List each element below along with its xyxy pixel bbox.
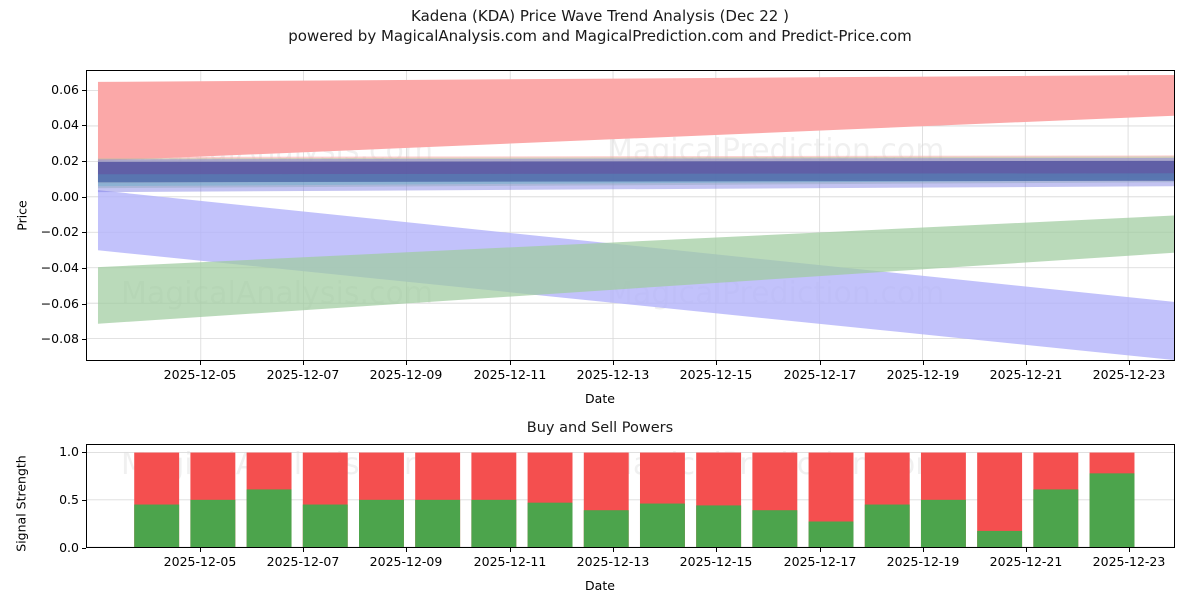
ytick-power-2: 1.0 <box>59 443 79 459</box>
upper-resistance-band <box>97 74 1174 161</box>
xtick-price-7: 2025-12-19 <box>886 367 960 382</box>
price-wave-bands-svg <box>87 71 1174 360</box>
bar-buy <box>1089 473 1135 547</box>
bar-buy <box>864 504 910 547</box>
bar-buy <box>1033 489 1079 547</box>
xtick-power-9: 2025-12-23 <box>1092 554 1166 569</box>
xtick-mark <box>200 361 201 365</box>
ytick-power-0: 0.0 <box>59 539 79 555</box>
ytick-mark <box>82 160 86 162</box>
xtick-power-3: 2025-12-11 <box>473 554 547 569</box>
xtick-mark <box>923 548 924 552</box>
xtick-power-2: 2025-12-09 <box>369 554 443 569</box>
xtick-power-6: 2025-12-17 <box>783 554 857 569</box>
xtick-mark <box>923 361 924 365</box>
xtick-price-4: 2025-12-13 <box>576 367 650 382</box>
xtick-price-8: 2025-12-21 <box>989 367 1063 382</box>
ytick-price-6: −0.06 <box>40 295 79 311</box>
bar-buy <box>639 503 685 547</box>
xtick-mark <box>613 361 614 365</box>
bar-buy <box>920 499 966 547</box>
xtick-mark <box>200 548 201 552</box>
xtick-mark <box>303 361 304 365</box>
bar-buy <box>808 521 854 547</box>
bar-buy <box>471 499 517 547</box>
ytick-price-0: 0.06 <box>51 81 79 97</box>
ytick-power-1: 0.5 <box>59 491 79 507</box>
xtick-price-0: 2025-12-05 <box>163 367 237 382</box>
bar-buy <box>134 504 180 547</box>
xtick-mark <box>406 548 407 552</box>
xtick-power-7: 2025-12-19 <box>886 554 960 569</box>
xtick-mark <box>1129 361 1130 365</box>
figure-subtitle: powered by MagicalAnalysis.com and Magic… <box>288 27 912 45</box>
xtick-mark <box>716 548 717 552</box>
bar-buy <box>415 499 461 547</box>
buy-sell-bars-svg <box>87 452 1174 547</box>
xtick-price-9: 2025-12-23 <box>1092 367 1166 382</box>
bar-buy <box>752 510 798 547</box>
xtick-mark <box>1026 361 1027 365</box>
power-x-axis-label: Date <box>585 578 615 593</box>
ytick-price-1: 0.04 <box>51 117 79 133</box>
ytick-price-3: 0.00 <box>51 188 79 204</box>
xtick-price-6: 2025-12-17 <box>783 367 857 382</box>
xtick-mark <box>1026 548 1027 552</box>
ascending-support-band <box>97 215 1174 324</box>
xtick-power-8: 2025-12-21 <box>989 554 1063 569</box>
xtick-mark <box>820 548 821 552</box>
ytick-mark <box>82 125 86 127</box>
bar-buy <box>583 510 629 547</box>
ytick-price-7: −0.08 <box>40 331 79 347</box>
bar-group <box>134 452 1135 547</box>
xtick-price-3: 2025-12-11 <box>473 367 547 382</box>
xtick-power-1: 2025-12-07 <box>266 554 340 569</box>
ytick-price-2: 0.02 <box>51 152 79 168</box>
bar-buy <box>302 504 348 547</box>
ytick-mark <box>82 303 86 305</box>
ytick-mark <box>82 268 86 269</box>
xtick-mark <box>613 548 614 552</box>
ytick-mark <box>82 339 86 341</box>
bar-buy <box>246 489 292 547</box>
price-wave-plot-area: MagicalAnalysis.com MagicalPrediction.co… <box>86 70 1175 361</box>
buy-sell-power-plot-area: MagicalAnalysis.com MagicalPrediction.co… <box>86 444 1175 548</box>
xtick-mark <box>820 361 821 365</box>
power-chart-title: Buy and Sell Powers <box>526 420 674 436</box>
bar-buy <box>527 502 573 547</box>
bar-buy <box>977 530 1023 547</box>
bar-buy <box>190 499 236 547</box>
xtick-mark <box>406 361 407 365</box>
price-y-axis-label: Price <box>14 200 30 231</box>
xtick-power-4: 2025-12-13 <box>576 554 650 569</box>
bar-buy <box>696 505 742 547</box>
price-x-axis-label: Date <box>585 391 615 406</box>
ytick-mark <box>82 499 86 501</box>
ytick-mark <box>82 232 86 234</box>
core-trend-inner-cyan <box>97 173 1174 187</box>
ytick-mark <box>82 548 86 549</box>
ytick-mark <box>82 196 86 198</box>
figure-title-block: Kadena (KDA) Price Wave Trend Analysis (… <box>0 6 1200 46</box>
xtick-price-5: 2025-12-15 <box>679 367 753 382</box>
xtick-mark <box>510 548 511 552</box>
xtick-mark <box>716 361 717 365</box>
xtick-price-2: 2025-12-09 <box>369 367 443 382</box>
xtick-mark <box>510 361 511 365</box>
ytick-mark <box>82 89 86 91</box>
xtick-power-0: 2025-12-05 <box>163 554 237 569</box>
power-y-axis-label: Signal Strength <box>13 455 29 552</box>
ytick-mark <box>82 451 86 453</box>
xtick-mark <box>303 548 304 552</box>
xtick-power-5: 2025-12-15 <box>679 554 753 569</box>
ytick-price-5: −0.04 <box>40 260 79 275</box>
xtick-mark <box>1129 548 1130 552</box>
core-trend-band <box>97 160 1174 183</box>
figure-title: Kadena (KDA) Price Wave Trend Analysis (… <box>411 7 789 25</box>
xtick-price-1: 2025-12-07 <box>266 367 340 382</box>
bar-buy <box>358 499 404 547</box>
ytick-price-4: −0.02 <box>40 224 79 240</box>
